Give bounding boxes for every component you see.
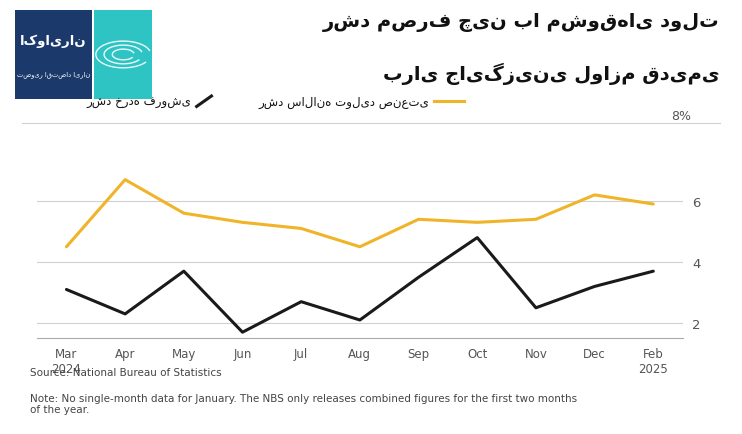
Text: Note: No single-month data for January. The NBS only releases combined figures f: Note: No single-month data for January. … [30,393,577,414]
Text: Source: National Bureau of Statistics: Source: National Bureau of Statistics [30,367,221,377]
Text: رشد سالانه تولید صنعتی: رشد سالانه تولید صنعتی [258,95,429,108]
Text: تصویر اقتصاد ایران: تصویر اقتصاد ایران [16,72,90,78]
Bar [15,11,92,100]
Text: 8%: 8% [672,109,692,122]
Bar [94,11,152,100]
Text: اکوایران: اکوایران [20,34,87,48]
Text: رشد خرده فروشی: رشد خرده فروشی [87,95,191,108]
Text: برای جایگزینی لوازم قدیمی: برای جایگزینی لوازم قدیمی [383,63,720,85]
Text: رشد مصرف چین با مشوق‌های دولت: رشد مصرف چین با مشوق‌های دولت [323,13,720,32]
